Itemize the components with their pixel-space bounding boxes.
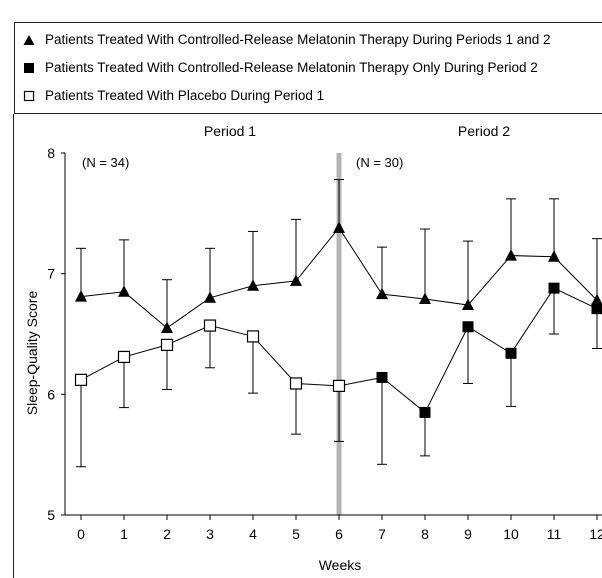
x-tick-label: 11 <box>547 526 562 542</box>
data-point-filled-square <box>376 371 388 383</box>
legend-label: Patients Treated With Controlled-Release… <box>45 32 551 47</box>
data-point-open-square <box>332 379 346 392</box>
data-point-triangle <box>419 292 431 305</box>
data-point-open-square <box>74 373 88 386</box>
data-point-triangle <box>333 221 345 233</box>
legend-item-melatonin-period-2: Patients Treated With Controlled-Release… <box>23 60 538 75</box>
legend-label: Patients Treated With Placebo During Per… <box>45 88 325 103</box>
x-tick-label: 9 <box>464 526 472 542</box>
period-label-1: Period 1 <box>204 123 256 139</box>
data-point-triangle <box>462 298 474 311</box>
data-point-filled-square <box>505 347 517 359</box>
filled-triangle-icon <box>23 34 35 45</box>
legend-item-melatonin-both-periods: Patients Treated With Controlled-Release… <box>23 32 551 47</box>
figure-border-left <box>13 114 14 578</box>
x-tick-label: 8 <box>421 526 429 542</box>
x-tick-label: 6 <box>335 526 343 542</box>
data-point-triangle <box>376 287 388 300</box>
data-point-triangle <box>161 321 173 333</box>
x-tick-label: 2 <box>163 526 171 542</box>
data-point-triangle <box>290 274 302 286</box>
data-point-triangle <box>505 249 517 261</box>
n-label-group-1: (N = 34) <box>82 155 129 170</box>
data-point-filled-square <box>548 282 560 294</box>
open-square-icon <box>23 90 35 101</box>
y-tick-label: 8 <box>47 145 55 161</box>
data-point-triangle <box>204 291 216 303</box>
x-tick-label: 4 <box>249 526 257 542</box>
series-line <box>381 287 598 414</box>
data-point-open-square <box>289 377 303 390</box>
legend: Patients Treated With Controlled-Release… <box>14 22 602 114</box>
x-tick-label: 5 <box>292 526 300 542</box>
data-point-filled-square <box>462 321 474 333</box>
series-connector <box>338 376 383 387</box>
y-tick-label: 6 <box>47 386 55 402</box>
legend-label: Patients Treated With Controlled-Release… <box>45 60 538 75</box>
x-tick-label: 7 <box>378 526 386 542</box>
x-tick-label: 0 <box>77 526 85 542</box>
y-axis-title: Sleep-Quality Score <box>24 291 40 416</box>
data-point-triangle <box>118 285 130 297</box>
data-point-open-square <box>160 338 174 351</box>
data-point-filled-square <box>591 303 602 315</box>
filled-square-icon <box>24 62 34 73</box>
x-tick-label: 12 <box>589 526 602 542</box>
data-point-triangle <box>247 279 259 291</box>
x-tick-label: 3 <box>206 526 214 542</box>
data-point-triangle <box>548 250 560 262</box>
x-axis-title: Weeks <box>319 557 362 573</box>
data-point-triangle <box>75 290 87 302</box>
legend-item-placebo-period-1: Patients Treated With Placebo During Per… <box>23 88 324 103</box>
x-tick-label: 1 <box>120 526 128 542</box>
data-point-triangle <box>591 293 602 306</box>
y-tick-label: 7 <box>47 266 55 282</box>
y-tick-label: 5 <box>47 507 55 523</box>
data-point-open-square <box>203 319 217 332</box>
data-point-filled-square <box>419 406 431 418</box>
data-point-open-square <box>117 350 131 364</box>
data-point-open-square <box>246 330 260 343</box>
period-label-2: Period 2 <box>458 123 510 139</box>
x-tick-label: 10 <box>503 526 519 542</box>
n-label-group-2: (N = 30) <box>356 155 403 170</box>
